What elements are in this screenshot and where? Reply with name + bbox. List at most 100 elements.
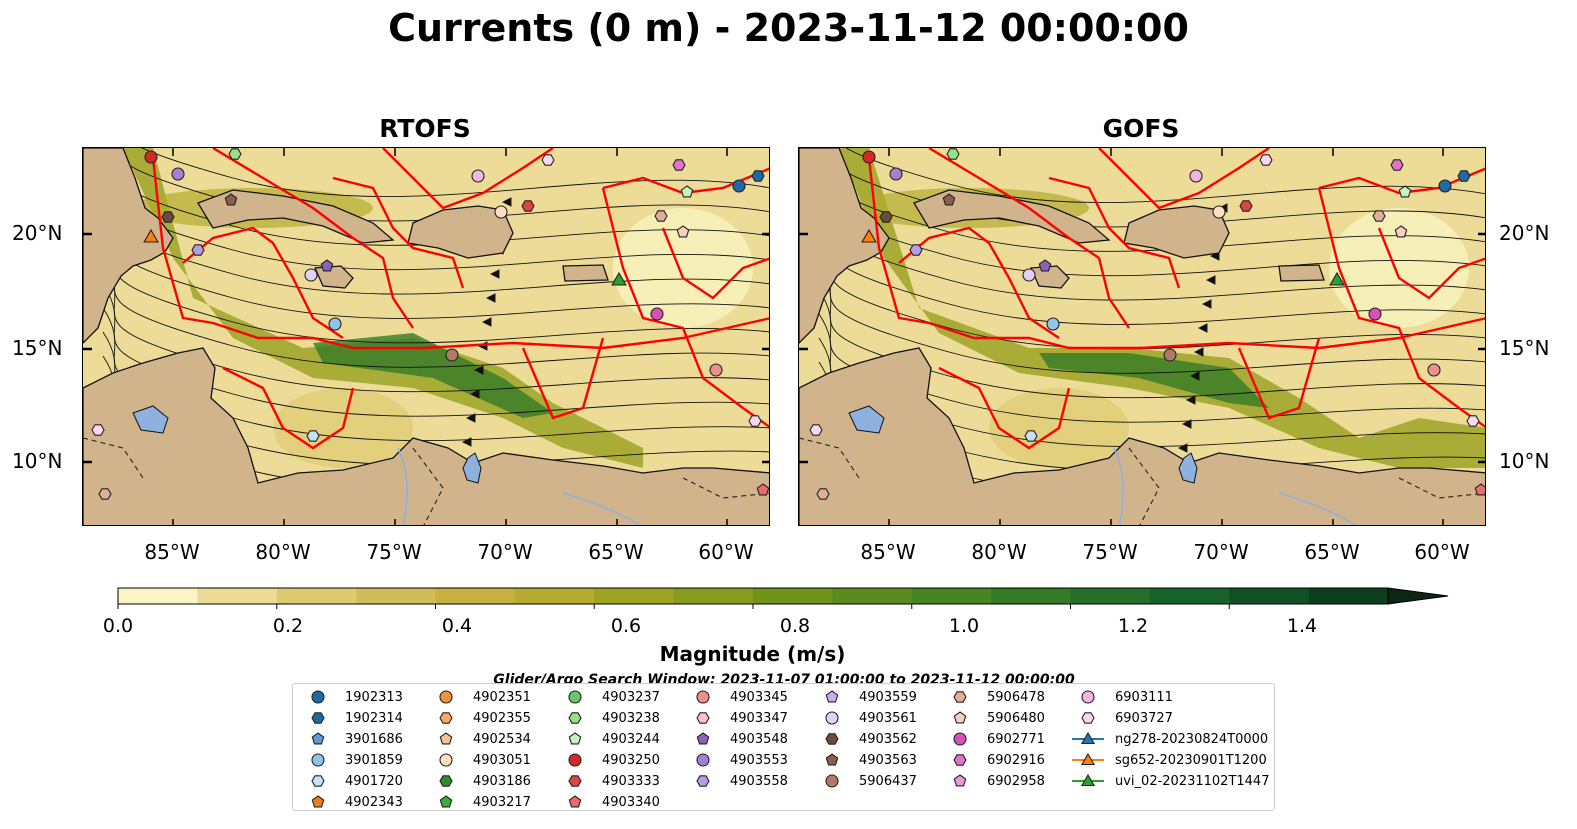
- legend-entry: 4903553: [686, 750, 788, 770]
- float-marker: [1163, 348, 1177, 362]
- colorbar-tick-label: 0.2: [272, 615, 304, 637]
- legend-marker-icon: [311, 732, 325, 745]
- legend-entry: 4903217: [429, 792, 531, 812]
- float-marker: [732, 179, 746, 193]
- legend-marker: [825, 690, 839, 703]
- legend-label: 4903559: [859, 689, 917, 705]
- legend-marker: [825, 733, 839, 745]
- legend-entry: 4903345: [686, 687, 788, 707]
- x-tick-label: 65°W: [588, 540, 644, 564]
- legend-label: 4902534: [473, 731, 531, 747]
- flow-arrow: [1181, 419, 1192, 429]
- track-line: [661, 227, 769, 300]
- flow-arrow: [485, 293, 496, 303]
- legend-entry: 4903250: [558, 750, 660, 770]
- legend-marker: [825, 774, 839, 788]
- legend-marker: [568, 732, 582, 745]
- y-tick-label-left: 20°N: [12, 221, 63, 245]
- float-marker: [1038, 259, 1052, 272]
- landmass: [1278, 264, 1325, 282]
- y-tick-label-right: 20°N: [1499, 221, 1550, 245]
- legend-entry: 4903558: [686, 771, 788, 791]
- legend-marker: [696, 712, 710, 724]
- float-marker: [1394, 225, 1408, 238]
- float-marker: [611, 271, 627, 286]
- legend-label: 4903217: [473, 794, 531, 810]
- float-marker: [1368, 307, 1382, 321]
- legend-marker: [311, 753, 325, 767]
- float-marker: [1022, 268, 1036, 282]
- legend-marker: [568, 690, 582, 704]
- x-tick-label: 60°W: [1414, 540, 1470, 564]
- float-marker: [98, 488, 112, 500]
- colorbar-tick-label: 0.6: [610, 615, 642, 637]
- x-tick-label: 80°W: [971, 540, 1027, 564]
- legend-marker-icon: [825, 753, 839, 766]
- legend-label: 5906478: [987, 689, 1045, 705]
- colorbar-tick-label: 0.8: [779, 615, 811, 637]
- legend-entry: 1902313: [301, 687, 403, 707]
- legend-entry: 4903561: [815, 708, 917, 728]
- float-marker: [946, 148, 960, 160]
- float-marker: [889, 167, 903, 181]
- legend-label: 6902958: [987, 773, 1045, 789]
- legend-entry: sg652-20230901T1200: [1071, 750, 1267, 770]
- flow-arrow: [461, 437, 472, 447]
- legend-marker-icon: [1072, 752, 1104, 766]
- track-line: [1237, 337, 1321, 420]
- float-marker: [942, 193, 956, 206]
- lake: [848, 405, 885, 434]
- legend-marker: [953, 711, 967, 724]
- landmass: [314, 265, 354, 289]
- legend-marker-icon: [311, 690, 325, 704]
- float-marker: [756, 483, 769, 496]
- legend-label: 4903553: [730, 752, 788, 768]
- legend-marker-icon: [696, 712, 710, 724]
- streamline: [845, 148, 1485, 204]
- legend-marker-icon: [311, 775, 325, 787]
- legend-marker: [568, 795, 582, 808]
- float-marker: [224, 193, 238, 206]
- track-line: [867, 157, 1485, 350]
- float-marker: [1390, 159, 1404, 171]
- legend-entry: 4903244: [558, 729, 660, 749]
- legend-entry: 4903238: [558, 708, 660, 728]
- float-marker: [861, 228, 877, 243]
- legend-label: 4903562: [859, 731, 917, 747]
- colorbar-segment: [435, 588, 516, 604]
- colorbar-segment: [594, 588, 675, 604]
- float-marker: [1189, 169, 1203, 183]
- river: [1113, 447, 1358, 525]
- colorbar-segment: [1308, 588, 1389, 604]
- legend-label: 4901720: [345, 773, 403, 789]
- x-tick-label: 75°W: [1082, 540, 1138, 564]
- legend-marker-icon: [825, 690, 839, 703]
- colorbar-segment: [673, 588, 754, 604]
- legend-marker-icon: [696, 775, 710, 787]
- legend-marker: [311, 690, 325, 704]
- lake: [462, 452, 482, 484]
- track-line: [521, 337, 605, 420]
- colorbar-segment: [356, 588, 436, 604]
- legend-entry: 4903051: [429, 750, 531, 770]
- float-marker: [306, 430, 320, 442]
- legend-entry: 4903563: [815, 750, 917, 770]
- float-marker: [191, 244, 205, 256]
- x-tick-label: 65°W: [1304, 540, 1360, 564]
- legend-marker-icon: [311, 795, 325, 808]
- flow-arrow: [469, 389, 480, 399]
- legend-label: sg652-20230901T1200: [1115, 752, 1267, 768]
- legend-marker-icon: [439, 712, 453, 724]
- legend-marker: [311, 775, 325, 787]
- calm-patch: [613, 208, 753, 328]
- colorbar-tick-label: 0.0: [102, 615, 134, 637]
- legend-label: ng278-20230824T0000: [1115, 731, 1269, 747]
- legend-entry: 4902355: [429, 708, 531, 728]
- float-marker: [672, 159, 686, 171]
- float-marker: [1046, 317, 1060, 331]
- float-marker: [304, 268, 318, 282]
- map-panel-rtofs: [82, 147, 770, 526]
- legend-marker: [568, 712, 582, 724]
- river: [397, 447, 642, 525]
- legend-marker: [439, 795, 453, 808]
